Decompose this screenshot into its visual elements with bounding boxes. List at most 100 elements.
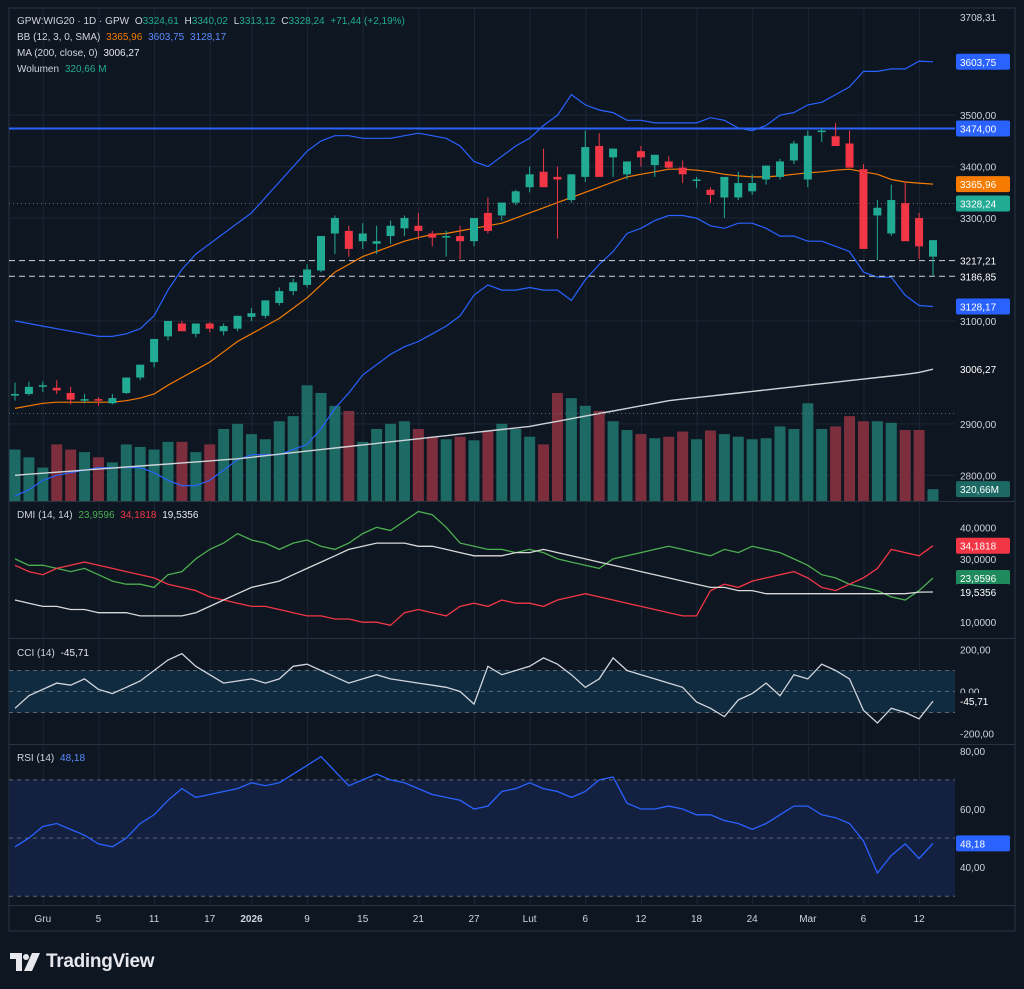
candle-body xyxy=(817,130,826,133)
rsi-legend[interactable]: RSI (14) 48,18 xyxy=(17,751,88,767)
dmi-legend[interactable]: DMI (14, 14) 23,9596 34,1818 19,5356 xyxy=(17,508,201,524)
time-axis-label: 15 xyxy=(357,914,369,925)
high-value: 3340,02 xyxy=(191,16,228,27)
bb-lower-value: 3128,17 xyxy=(190,32,227,43)
volume-bar xyxy=(315,392,327,501)
time-axis-label: Mar xyxy=(799,914,817,925)
candle-body xyxy=(191,323,200,334)
cci-legend[interactable]: CCI (14) -45,71 xyxy=(17,646,92,662)
candle-body xyxy=(219,326,228,332)
candle-body xyxy=(164,320,172,337)
volume-bar xyxy=(245,434,257,501)
volume-bar xyxy=(704,430,716,501)
volume-bar xyxy=(385,423,397,501)
time-axis-label: 12 xyxy=(914,914,926,925)
volume-bar xyxy=(134,446,146,501)
brand-name: TradingView xyxy=(46,951,155,972)
volume-bar xyxy=(635,434,647,501)
cci-axis-tick: 200,00 xyxy=(960,646,991,657)
candle-body xyxy=(567,174,576,201)
rsi-axis-tick: 80,00 xyxy=(960,747,985,758)
symbol-row[interactable]: GPW:WIG20 · 1D · GPW O3324,61 H3340,02 L… xyxy=(17,14,408,30)
dmi-axis-label-box xyxy=(956,570,1010,587)
chart-frame xyxy=(8,7,1016,932)
price-axis-tick: 3500,00 xyxy=(960,111,997,122)
bb-lower-line xyxy=(14,214,934,497)
volume-bar xyxy=(92,457,104,501)
rsi-label: RSI (14) xyxy=(17,753,55,764)
time-axis-label: Lut xyxy=(523,914,537,925)
volume-bar xyxy=(440,439,452,501)
volume-bar xyxy=(732,436,744,501)
price-axis-label-box xyxy=(956,53,1010,70)
volume-bar xyxy=(677,431,689,501)
price-axis-label-box xyxy=(956,176,1010,193)
volume-bar xyxy=(273,421,285,501)
bb-legend[interactable]: BB (12, 3, 0, SMA) 3365,96 3603,75 3128,… xyxy=(17,30,408,46)
cci-label: CCI (14) xyxy=(17,648,55,659)
price-axis-label-box xyxy=(956,120,1010,137)
volume-bar xyxy=(899,430,911,501)
candle-body xyxy=(344,230,353,249)
time-axis-label: 18 xyxy=(691,914,703,925)
candle-body xyxy=(636,151,645,158)
time-axis-label: 17 xyxy=(204,914,216,925)
candle-body xyxy=(414,225,423,231)
price-axis-label-text: 3128,17 xyxy=(960,302,997,313)
volume-bar xyxy=(579,405,591,501)
candle-body xyxy=(303,269,312,285)
price-axis-label: 320,66M xyxy=(956,481,1010,498)
cci-line xyxy=(14,652,934,724)
candle-body xyxy=(11,393,19,396)
volume-bar xyxy=(871,421,883,501)
volume-bar xyxy=(65,449,77,501)
price-axis-label: 3128,17 xyxy=(956,298,1010,315)
change-value: +71,44 (+2,19%) xyxy=(330,16,405,27)
dmi-plus-line xyxy=(14,510,934,601)
price-axis-label-box xyxy=(956,361,1010,378)
tradingview-logo[interactable]: TradingView xyxy=(10,949,155,975)
time-axis-label: 9 xyxy=(304,914,310,925)
candle-body xyxy=(845,143,854,168)
time-axis-label: Gru xyxy=(34,914,51,925)
volume-bar xyxy=(691,439,703,501)
candle-body xyxy=(177,323,186,332)
candle-body xyxy=(52,387,61,391)
volume-bar xyxy=(802,403,814,501)
volume-legend[interactable]: Wolumen 320,66 M xyxy=(17,62,408,78)
volume-bar xyxy=(232,423,244,501)
ma-legend[interactable]: MA (200, close, 0) 3006,27 xyxy=(17,46,408,62)
candle-body xyxy=(803,135,812,180)
dmi-axis-label: 23,9596 xyxy=(960,574,997,585)
symbol-label: GPW:WIG20 · 1D · GPW xyxy=(17,16,130,27)
volume-bar xyxy=(524,436,536,501)
time-axis-label: 11 xyxy=(149,914,160,925)
volume-bar xyxy=(496,423,508,501)
candle-body xyxy=(650,154,659,166)
price-axis-label-text: 3217,21 xyxy=(960,257,997,268)
candle-body xyxy=(400,218,409,229)
close-value: 3328,24 xyxy=(288,16,325,27)
dmi-axis-tick: 30,0000 xyxy=(960,555,997,566)
candle-body xyxy=(24,386,33,394)
volume-bar xyxy=(204,444,216,501)
candle-body xyxy=(623,161,631,175)
volume-bar xyxy=(357,441,369,501)
volume-bar xyxy=(343,410,355,501)
main-legend: GPW:WIG20 · 1D · GPW O3324,61 H3340,02 L… xyxy=(17,14,408,78)
candle-body xyxy=(94,399,103,401)
bb-upper-value: 3603,75 xyxy=(148,32,185,43)
candle-body xyxy=(358,233,367,242)
volume-bar xyxy=(816,428,828,501)
candle-body xyxy=(261,300,270,316)
volume-bar xyxy=(844,416,856,501)
volume-bar xyxy=(162,441,174,501)
volume-bar xyxy=(913,430,925,501)
candle-body xyxy=(553,176,562,180)
volume-bar xyxy=(663,436,675,501)
volume-value: 320,66 M xyxy=(64,64,107,75)
volume-bar xyxy=(301,385,313,501)
volume-bar xyxy=(23,457,35,501)
volume-bar xyxy=(426,436,438,501)
